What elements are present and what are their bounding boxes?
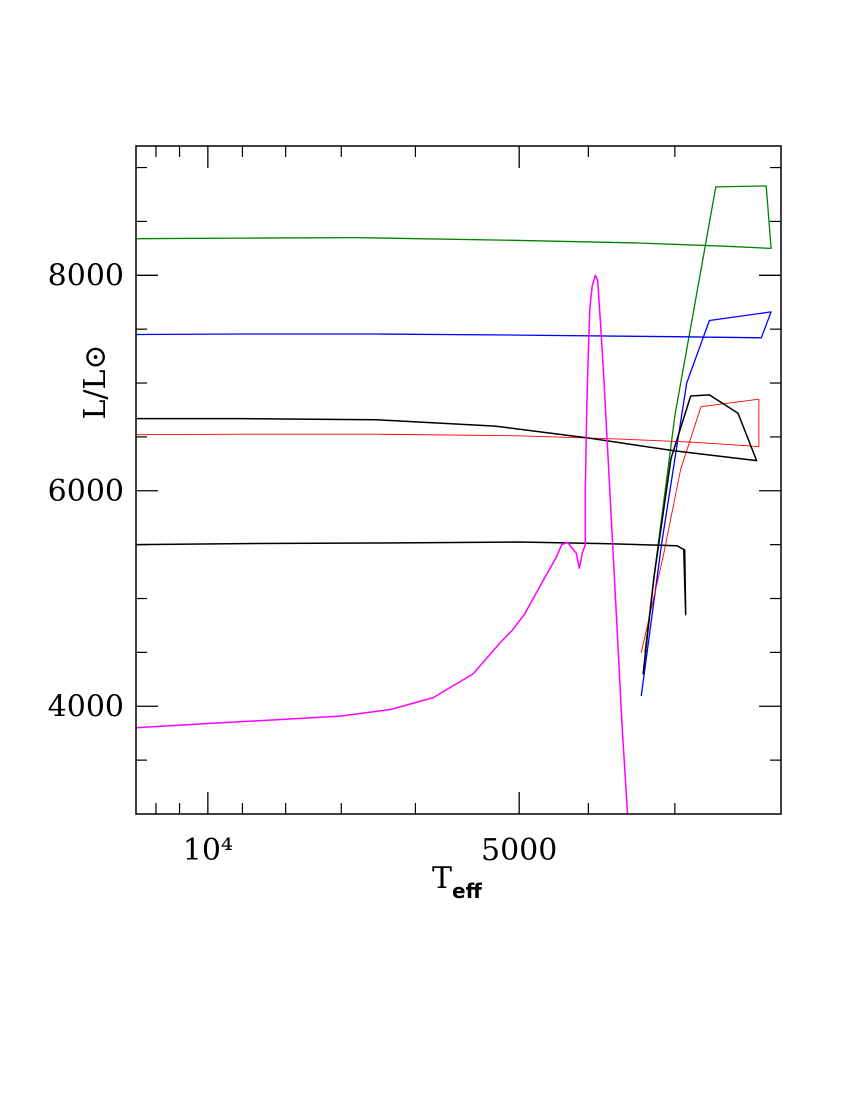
- y-tick-label: 8000: [48, 258, 124, 293]
- x-axis-label: Teff: [432, 861, 483, 903]
- plot-frame: [135, 145, 782, 815]
- x-axis-label-main: T: [432, 861, 452, 896]
- track-series-0: [136, 185, 772, 654]
- y-tick-label: 6000: [48, 474, 124, 509]
- y-axis-label: L/L⊙: [78, 344, 113, 419]
- series-layer: [136, 185, 772, 814]
- y-tick-label: 4000: [48, 689, 124, 724]
- track-series-3: [136, 394, 758, 675]
- axes-layer: [136, 146, 781, 814]
- x-tick-label: 5000: [481, 833, 557, 868]
- track-series-2: [136, 398, 760, 653]
- track-series-5: [136, 274, 629, 814]
- x-axis-label-subscript: eff: [452, 879, 483, 903]
- track-series-4: [136, 541, 687, 616]
- track-series-1: [136, 311, 772, 697]
- x-tick-label: 10⁴: [183, 833, 233, 868]
- tick-labels: 4000 6000 8000 10⁴ 5000: [48, 258, 558, 868]
